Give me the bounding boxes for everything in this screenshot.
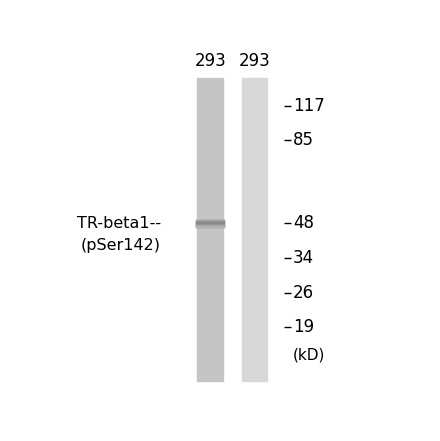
Text: 293: 293: [238, 52, 270, 70]
Text: (kD): (kD): [293, 348, 326, 363]
Text: 48: 48: [293, 214, 314, 232]
Text: 26: 26: [293, 284, 314, 303]
Text: 117: 117: [293, 97, 325, 115]
Text: (pSer142): (pSer142): [81, 238, 161, 253]
Text: 293: 293: [194, 52, 226, 70]
Text: 85: 85: [293, 131, 314, 149]
Text: TR-beta1--: TR-beta1--: [77, 216, 161, 231]
Text: 19: 19: [293, 318, 314, 336]
Text: 34: 34: [293, 249, 314, 267]
